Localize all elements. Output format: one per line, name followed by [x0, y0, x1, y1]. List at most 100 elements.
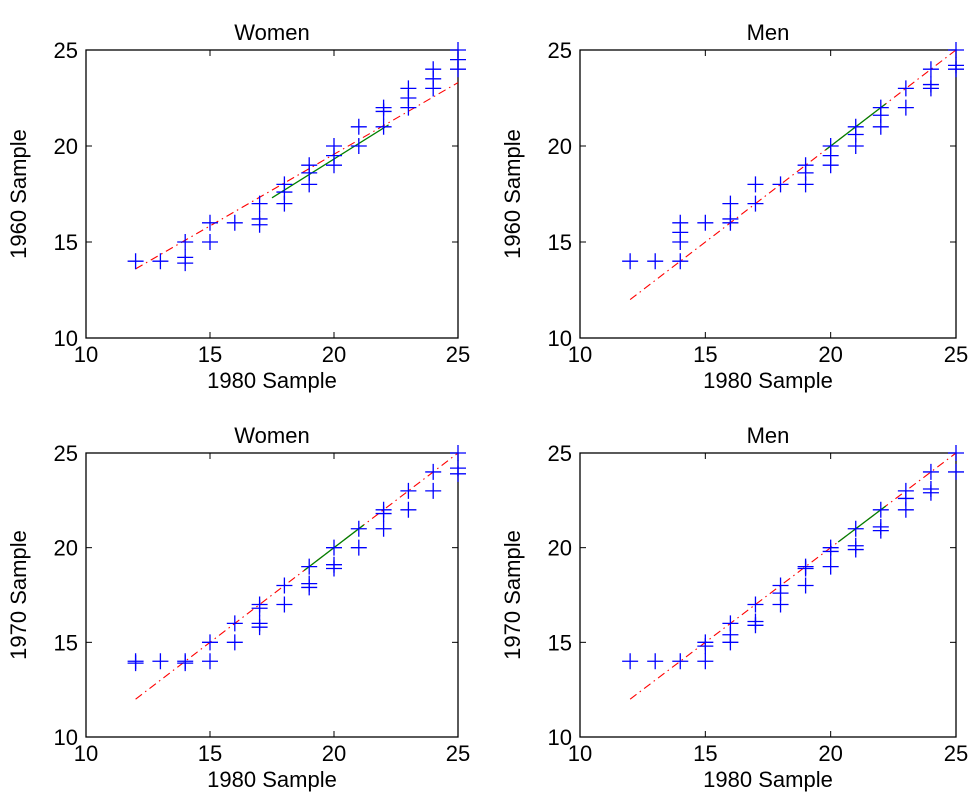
- y-tick-label: 10: [548, 326, 572, 351]
- data-point: [326, 560, 342, 577]
- data-point: [152, 653, 169, 670]
- data-point: [797, 560, 814, 577]
- x-tick-label: 10: [74, 741, 98, 766]
- data-point: [375, 103, 392, 120]
- data-point: [177, 255, 194, 272]
- data-point: [622, 653, 639, 670]
- data-point: [948, 463, 964, 480]
- data-point: [847, 541, 864, 558]
- y-tick-label: 10: [548, 725, 572, 750]
- chart-title: Men: [747, 423, 790, 448]
- axes-frame: [85, 49, 459, 339]
- reference-line: [135, 82, 459, 270]
- data-point: [922, 61, 939, 78]
- chart-title: Men: [747, 20, 790, 45]
- y-tick-label: 10: [54, 725, 78, 750]
- data-point: [251, 195, 268, 212]
- data-point: [450, 445, 466, 461]
- data-point: [276, 577, 293, 594]
- y-axis-label: 1970 Sample: [500, 530, 525, 660]
- data-point: [301, 558, 318, 575]
- data-point: [897, 80, 914, 97]
- fit-segment: [837, 505, 887, 543]
- data-point: [847, 520, 864, 537]
- data-point: [772, 596, 789, 613]
- data-point: [772, 176, 789, 193]
- data-point: [922, 80, 939, 97]
- data-point: [672, 653, 689, 670]
- x-tick-label: 15: [198, 342, 222, 367]
- data-point: [375, 118, 392, 135]
- chart-title: Women: [234, 20, 309, 45]
- y-axis-label: 1960 Sample: [500, 129, 525, 259]
- x-tick-label: 10: [568, 342, 592, 367]
- data-point: [326, 539, 342, 556]
- x-axis-label: 1980 Sample: [207, 767, 337, 792]
- x-tick-label: 20: [322, 342, 346, 367]
- data-point: [127, 655, 144, 672]
- data-point: [822, 543, 839, 560]
- data-point: [425, 482, 442, 499]
- fit-segment: [271, 124, 389, 199]
- y-tick-label: 20: [548, 134, 572, 159]
- data-point: [177, 234, 194, 250]
- data-point: [747, 596, 764, 613]
- data-point: [722, 195, 739, 212]
- data-point: [400, 501, 417, 518]
- data-point: [797, 577, 814, 594]
- data-point: [647, 253, 664, 270]
- data-point: [375, 520, 392, 537]
- data-point: [226, 634, 243, 651]
- x-tick-label: 20: [818, 741, 842, 766]
- subplot-2: 10 15 20 25 10 15 20 25 Men 1980 Sample 1960 Sampl…: [500, 20, 968, 393]
- data-point: [697, 653, 714, 670]
- data-point: [350, 118, 367, 135]
- data-point: [202, 634, 218, 651]
- reference-line: [629, 49, 957, 301]
- axes-frame: [579, 49, 957, 339]
- data-point: [922, 463, 939, 480]
- y-tick-label: 25: [548, 38, 572, 63]
- data-point: [400, 482, 417, 499]
- data-point: [872, 501, 889, 518]
- data-point: [450, 61, 466, 78]
- data-point: [276, 596, 293, 613]
- data-point: [747, 176, 764, 193]
- data-point: [400, 99, 417, 116]
- x-tick-label: 10: [74, 342, 98, 367]
- data-point: [672, 253, 689, 270]
- data-point: [948, 445, 964, 461]
- data-point: [872, 522, 889, 539]
- data-point: [697, 638, 714, 655]
- x-tick-label: 20: [322, 741, 346, 766]
- x-axis-label: 1980 Sample: [703, 368, 833, 393]
- subplot-1: 10 15 20 25 10 15 20 25 Women 1980 Sample 1960 Sam…: [6, 20, 470, 393]
- data-point: [847, 138, 864, 154]
- subplot-3: 10 15 20 25 10 15 20 25 Women 1980 Sample 1970 Sam…: [6, 423, 470, 792]
- data-point: [375, 505, 392, 522]
- axes-frame: [85, 452, 459, 738]
- data-point: [948, 42, 964, 58]
- y-axis-label: 1960 Sample: [6, 129, 31, 259]
- data-point: [226, 615, 243, 632]
- y-tick-label: 20: [54, 134, 78, 159]
- y-tick-label: 25: [548, 441, 572, 466]
- y-tick-label: 20: [548, 536, 572, 561]
- x-tick-label: 25: [446, 741, 470, 766]
- data-point: [251, 216, 268, 233]
- data-point: [350, 520, 367, 537]
- data-point: [152, 253, 169, 270]
- data-point: [797, 176, 814, 193]
- x-tick-label: 10: [568, 741, 592, 766]
- x-tick-label: 15: [693, 342, 717, 367]
- y-tick-label: 15: [54, 230, 78, 255]
- data-point: [350, 539, 367, 556]
- y-tick-label: 15: [548, 630, 572, 655]
- data-point: [251, 619, 268, 636]
- x-tick-label: 15: [693, 741, 717, 766]
- data-point: [747, 617, 764, 634]
- data-point: [622, 253, 639, 270]
- subplot-4: 10 15 20 25 10 15 20 25 Men 1980 Sample 1970 Sampl…: [500, 423, 968, 792]
- y-tick-label: 15: [548, 230, 572, 255]
